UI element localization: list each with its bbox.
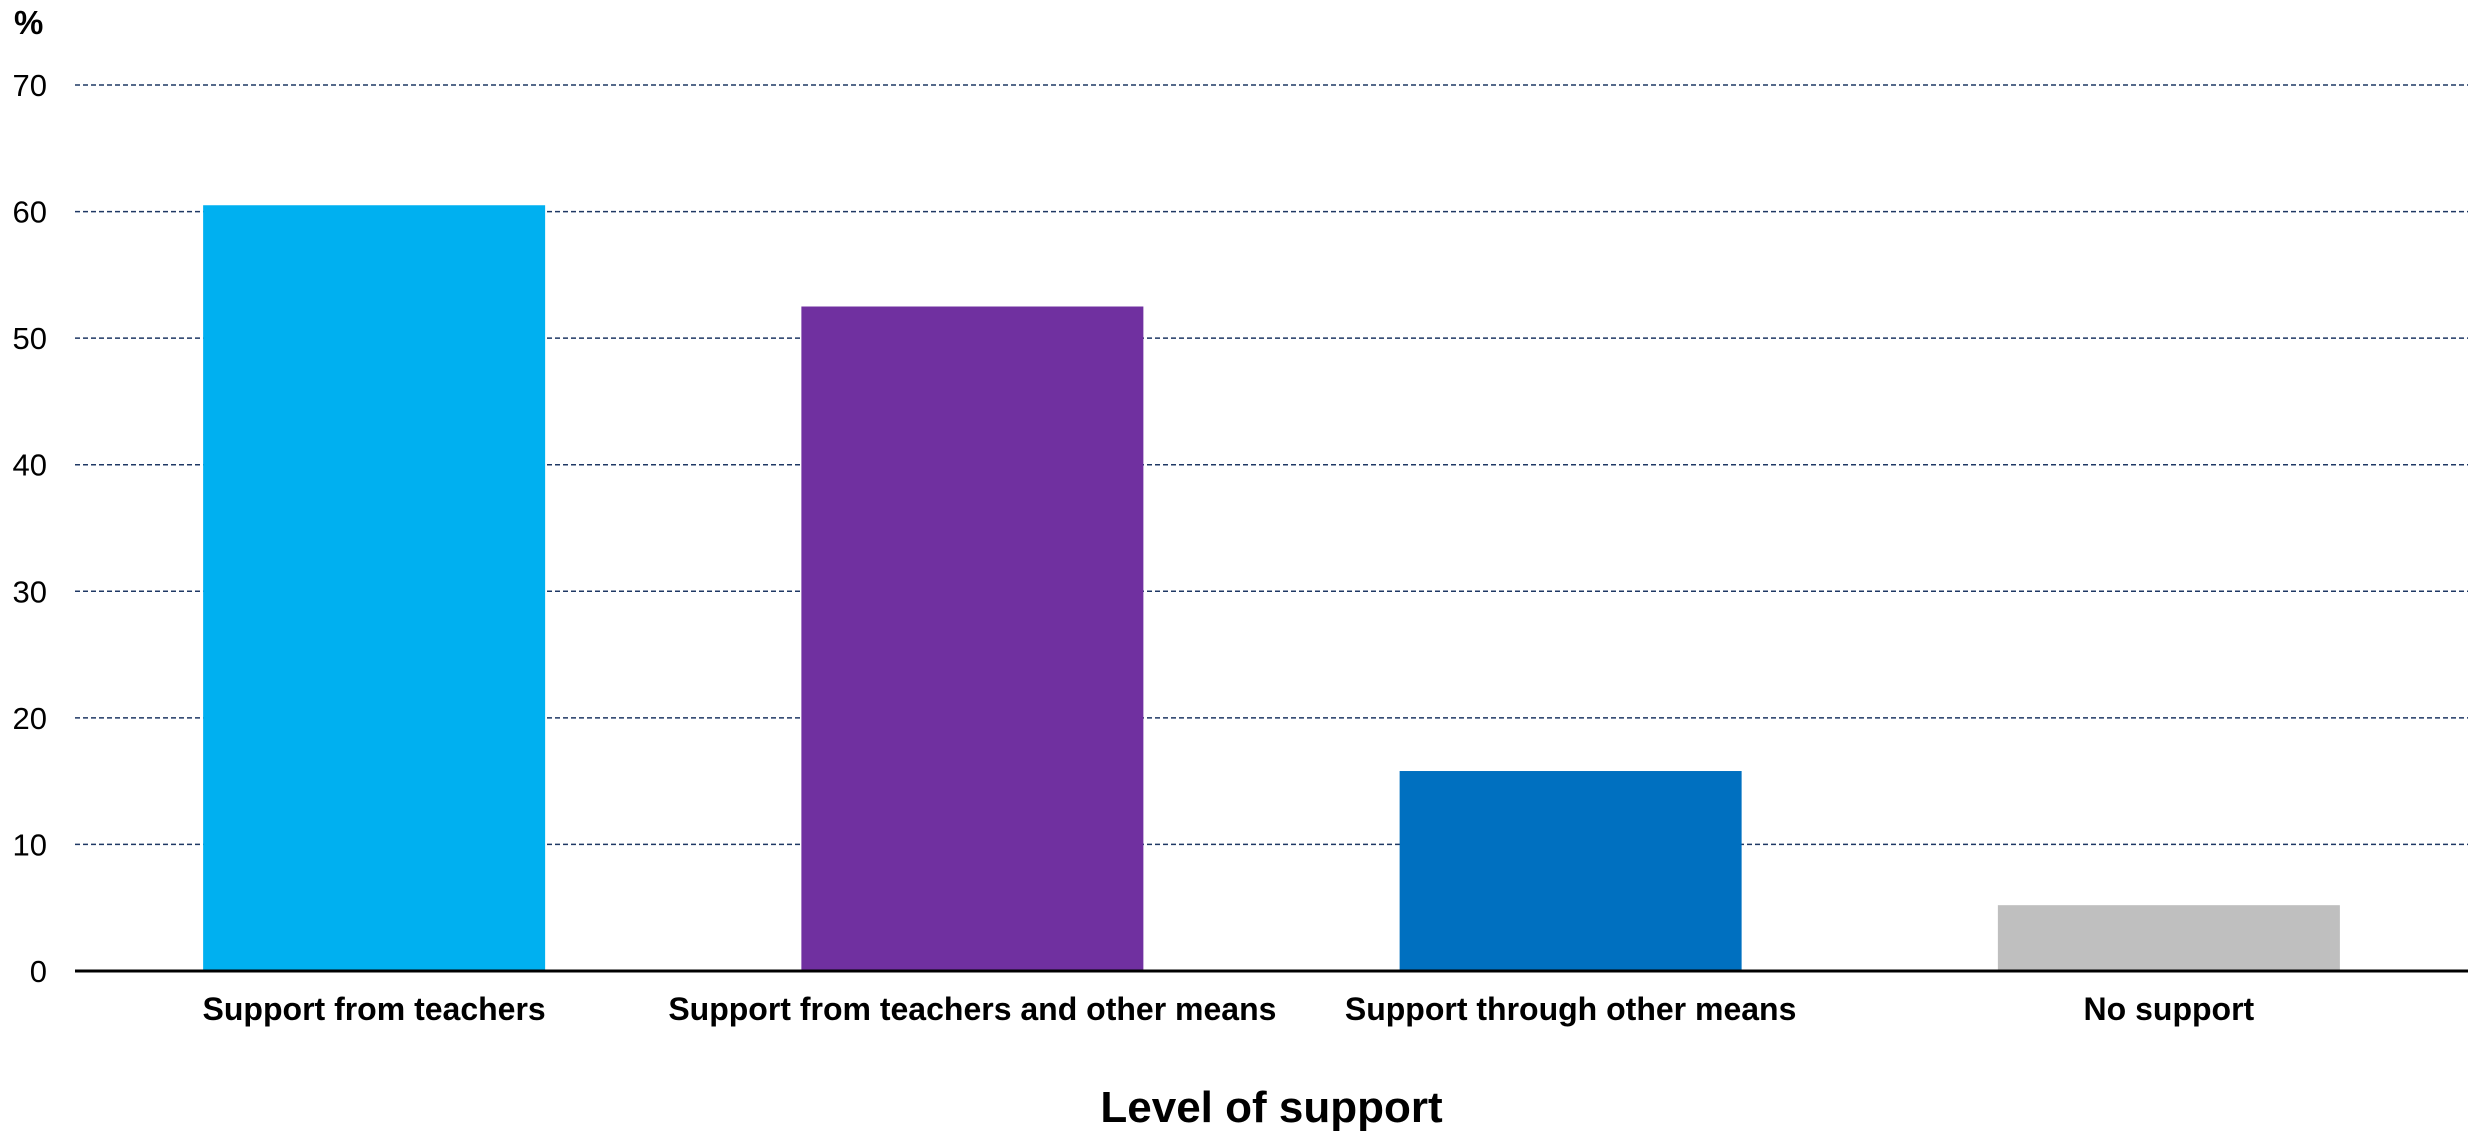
bar-2 — [801, 306, 1144, 971]
y-tick-label: 10 — [13, 827, 47, 862]
bar-3 — [1399, 771, 1742, 971]
x-axis-label: Level of support — [1100, 1083, 1443, 1132]
y-tick-label: 30 — [13, 574, 47, 609]
y-tick-label: 50 — [13, 321, 47, 356]
x-category-label: Support through other means — [1345, 991, 1797, 1027]
bar-1 — [203, 205, 546, 971]
x-category-label: Support from teachers — [203, 991, 546, 1027]
x-axis-categories: Support from teachers Support from teache… — [203, 991, 2255, 1027]
y-axis-ticks: 0 10 20 30 40 50 60 70 — [13, 68, 47, 989]
y-tick-label: 60 — [13, 195, 47, 230]
y-tick-label: 20 — [13, 701, 47, 736]
bars — [203, 205, 2340, 971]
x-category-label: Support from teachers and other means — [668, 991, 1276, 1027]
y-tick-label: 0 — [30, 954, 47, 989]
y-tick-label: 40 — [13, 448, 47, 483]
gridlines — [75, 84, 2468, 846]
y-tick-label: 70 — [13, 68, 47, 103]
x-category-label: No support — [2084, 991, 2255, 1027]
y-axis-label: % — [14, 4, 43, 41]
bar-4 — [1997, 905, 2340, 971]
